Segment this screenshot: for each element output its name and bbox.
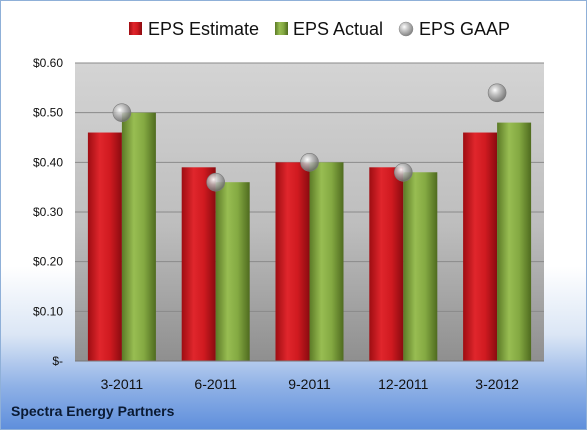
x-tick-label: 12-2011 <box>378 376 429 392</box>
bar-eps-actual <box>497 122 532 361</box>
x-tick-label: 9-2011 <box>288 376 331 392</box>
legend-swatch-actual <box>275 22 288 35</box>
point-eps-gaap <box>206 172 225 192</box>
x-tick-label: 6-2011 <box>194 376 237 392</box>
bar-eps-actual <box>309 162 344 361</box>
x-tick-label: 3-2012 <box>475 376 519 392</box>
legend-label-gaap: EPS GAAP <box>419 19 510 39</box>
bar-eps-estimate <box>87 132 122 361</box>
y-axis-ticks: $- $0.10 $0.20 $0.30 $0.40 $0.50 $0.60 <box>33 56 63 368</box>
bar-series <box>87 112 532 362</box>
bar-eps-actual <box>403 172 438 361</box>
chart-canvas: $- $0.10 $0.20 $0.30 $0.40 $0.50 $0.60 3-2011 6… <box>33 19 544 392</box>
y-tick-label: $0.30 <box>33 205 63 219</box>
y-tick-label: $0.10 <box>33 304 63 318</box>
point-eps-gaap <box>487 83 507 103</box>
bar-eps-estimate <box>181 167 216 361</box>
legend: EPS Estimate EPS Actual EPS GAAP <box>129 19 510 39</box>
point-eps-gaap <box>112 103 132 122</box>
bar-eps-estimate <box>275 162 310 361</box>
bar-eps-actual <box>215 182 250 361</box>
legend-label-actual: EPS Actual <box>293 19 383 39</box>
legend-item-estimate: EPS Estimate <box>129 19 259 39</box>
point-eps-gaap <box>300 153 319 172</box>
bar-eps-estimate <box>369 167 404 361</box>
bar-eps-actual <box>121 112 156 362</box>
legend-item-actual: EPS Actual <box>275 19 383 39</box>
legend-swatch-estimate <box>129 22 142 35</box>
x-tick-label: 3-2011 <box>101 376 144 392</box>
point-eps-gaap <box>393 162 413 182</box>
legend-label-estimate: EPS Estimate <box>148 19 259 39</box>
y-tick-label: $0.20 <box>33 255 63 269</box>
y-tick-label: $- <box>52 354 63 368</box>
company-name: Spectra Energy Partners <box>11 403 175 419</box>
y-tick-label: $0.60 <box>33 56 63 70</box>
x-axis-ticks: 3-2011 6-2011 9-2011 12-2011 3-2012 <box>101 376 519 392</box>
y-tick-label: $0.50 <box>33 106 63 120</box>
bar-eps-estimate <box>463 132 498 361</box>
gaap-points <box>112 83 507 192</box>
y-tick-label: $0.40 <box>33 155 63 169</box>
legend-item-gaap: EPS GAAP <box>398 19 510 39</box>
legend-swatch-gaap <box>398 21 414 37</box>
